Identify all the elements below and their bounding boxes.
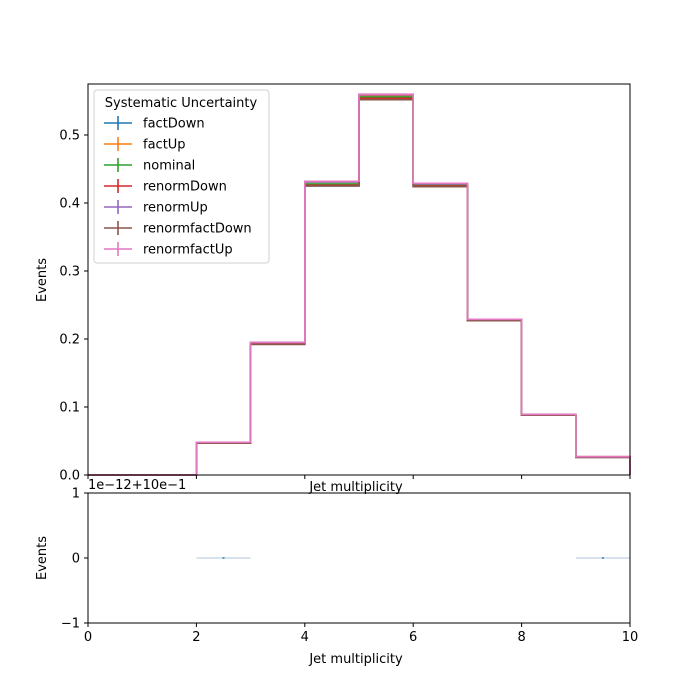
ratio-plot-frame xyxy=(87,492,631,624)
ratio-x-tick-label: 0 xyxy=(84,630,92,645)
y-tick-label: 0.5 xyxy=(59,129,80,144)
legend: Systematic Uncertainty factDown factUp nom… xyxy=(93,89,270,264)
ratio-x-tick-label: 4 xyxy=(301,630,309,645)
ratio-x-tick-label: 8 xyxy=(517,630,525,645)
main-y-axis-label: Events xyxy=(35,258,50,302)
legend-entry-factUp: factUp xyxy=(104,137,186,153)
y-tick-label: 0.4 xyxy=(59,197,80,212)
y-tick-label: 0.0 xyxy=(59,469,80,484)
legend-entry-renormfactDown: renormfactDown xyxy=(104,221,252,237)
legend-entries: factDown factUp nominal renormDown renormUp r… xyxy=(104,116,252,258)
x-axis-ticks xyxy=(87,475,631,479)
ratio-x-tick-label: 6 xyxy=(409,630,417,645)
ratio-y-axis-label: Events xyxy=(35,536,50,580)
y-tick-label: 0.1 xyxy=(59,401,80,416)
legend-label: nominal xyxy=(143,159,195,174)
legend-label: renormfactUp xyxy=(143,243,233,258)
legend-entry-renormfactUp: renormfactUp xyxy=(104,242,233,258)
legend-entry-factDown: factDown xyxy=(104,116,205,132)
y-tick-label: 0.2 xyxy=(59,333,80,348)
series-line-renormfactUp xyxy=(88,93,631,476)
legend-label: renormfactDown xyxy=(143,222,252,237)
legend-box xyxy=(93,89,270,264)
legend-entry-renormDown: renormDown xyxy=(104,179,227,195)
ratio-x-axis-label: Jet multiplicity xyxy=(308,652,403,667)
series-group xyxy=(88,93,631,476)
legend-label: renormUp xyxy=(143,201,208,216)
legend-entry-renormUp: renormUp xyxy=(104,200,208,216)
main-plot-panel: 0.0 0.1 0.2 0.3 0.4 0.5 Events Jet multiplici… xyxy=(35,83,631,495)
legend-label: factUp xyxy=(143,138,186,153)
y-axis-ticks: 0.0 0.1 0.2 0.3 0.4 0.5 xyxy=(59,129,88,484)
legend-title: Systematic Uncertainty xyxy=(105,96,258,111)
legend-label: renormDown xyxy=(143,180,227,195)
ratio-y-axis-ticks: −1 0 1 xyxy=(61,487,88,632)
main-x-axis-label: Jet multiplicity xyxy=(308,480,403,495)
ratio-x-tick-label: 2 xyxy=(192,630,200,645)
ratio-offset-text: 1e−12+10e−1 xyxy=(88,478,186,493)
y-tick-label: 0.3 xyxy=(59,265,80,280)
legend-entry-nominal: nominal xyxy=(104,158,195,174)
ratio-x-tick-label: 10 xyxy=(622,630,639,645)
ratio-plot-panel: −1 0 1 0 2 4 6 8 10 1e−12+10e−1 Events Jet mult… xyxy=(35,478,638,667)
ratio-y-tick-label: 0 xyxy=(72,552,80,567)
ratio-y-tick-label: −1 xyxy=(61,617,80,632)
ratio-y-tick-label: 1 xyxy=(72,487,80,502)
ratio-x-axis-ticks: 0 2 4 6 8 10 xyxy=(84,623,638,645)
legend-label: factDown xyxy=(143,117,205,132)
main-plot-frame xyxy=(87,83,631,476)
